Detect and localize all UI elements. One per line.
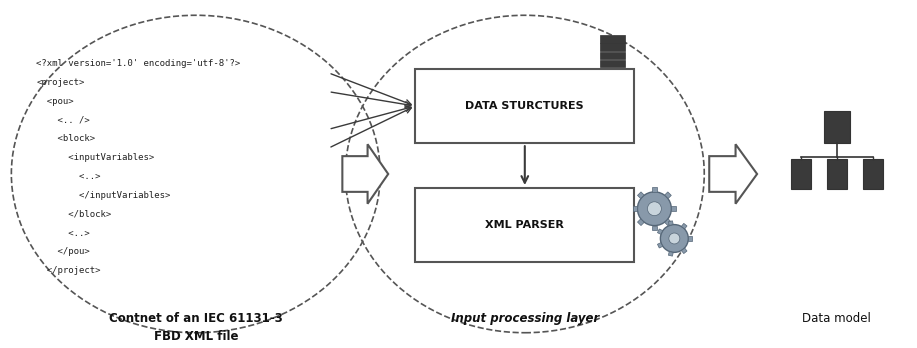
Text: <..>: <..>: [37, 172, 101, 181]
Circle shape: [637, 192, 671, 226]
Polygon shape: [633, 206, 637, 211]
FancyBboxPatch shape: [600, 52, 625, 59]
Polygon shape: [665, 219, 671, 226]
Text: </pou>: </pou>: [37, 247, 90, 256]
Polygon shape: [681, 223, 687, 229]
Text: FBD XML file: FBD XML file: [153, 330, 238, 343]
Polygon shape: [657, 243, 663, 248]
FancyBboxPatch shape: [600, 44, 625, 51]
Circle shape: [668, 233, 679, 244]
Text: <project>: <project>: [37, 78, 84, 87]
Text: <..>: <..>: [37, 229, 90, 238]
FancyBboxPatch shape: [863, 159, 883, 189]
Text: </inputVariables>: </inputVariables>: [37, 191, 171, 200]
Polygon shape: [342, 144, 388, 204]
FancyBboxPatch shape: [823, 111, 850, 143]
Polygon shape: [671, 206, 676, 211]
Circle shape: [647, 202, 661, 216]
Polygon shape: [657, 229, 663, 234]
Polygon shape: [665, 192, 671, 198]
Polygon shape: [668, 221, 673, 226]
Text: <inputVariables>: <inputVariables>: [37, 153, 155, 162]
Text: </block>: </block>: [37, 210, 112, 219]
Polygon shape: [652, 226, 657, 230]
FancyBboxPatch shape: [791, 159, 811, 189]
Text: Data model: Data model: [802, 312, 871, 325]
Polygon shape: [637, 192, 644, 198]
FancyBboxPatch shape: [415, 69, 635, 143]
Text: <block>: <block>: [37, 134, 95, 143]
Circle shape: [660, 224, 689, 252]
FancyBboxPatch shape: [600, 60, 625, 67]
Text: </project>: </project>: [37, 266, 101, 275]
Polygon shape: [637, 219, 644, 226]
Polygon shape: [681, 248, 687, 254]
FancyBboxPatch shape: [827, 159, 846, 189]
Polygon shape: [652, 187, 657, 192]
FancyBboxPatch shape: [415, 188, 635, 262]
Text: <?xml version='1.0' encoding='utf-8'?>: <?xml version='1.0' encoding='utf-8'?>: [37, 59, 240, 68]
Polygon shape: [709, 144, 757, 204]
Text: XML PARSER: XML PARSER: [485, 220, 564, 230]
Text: Input processing layer: Input processing layer: [450, 312, 599, 325]
Text: DATA STURCTURES: DATA STURCTURES: [466, 101, 584, 111]
Text: <pou>: <pou>: [37, 97, 74, 106]
Text: Contnet of an IEC 61131-3: Contnet of an IEC 61131-3: [109, 312, 282, 325]
Text: <.. />: <.. />: [37, 116, 90, 125]
FancyBboxPatch shape: [600, 35, 625, 43]
Polygon shape: [668, 252, 673, 256]
Polygon shape: [689, 236, 692, 240]
